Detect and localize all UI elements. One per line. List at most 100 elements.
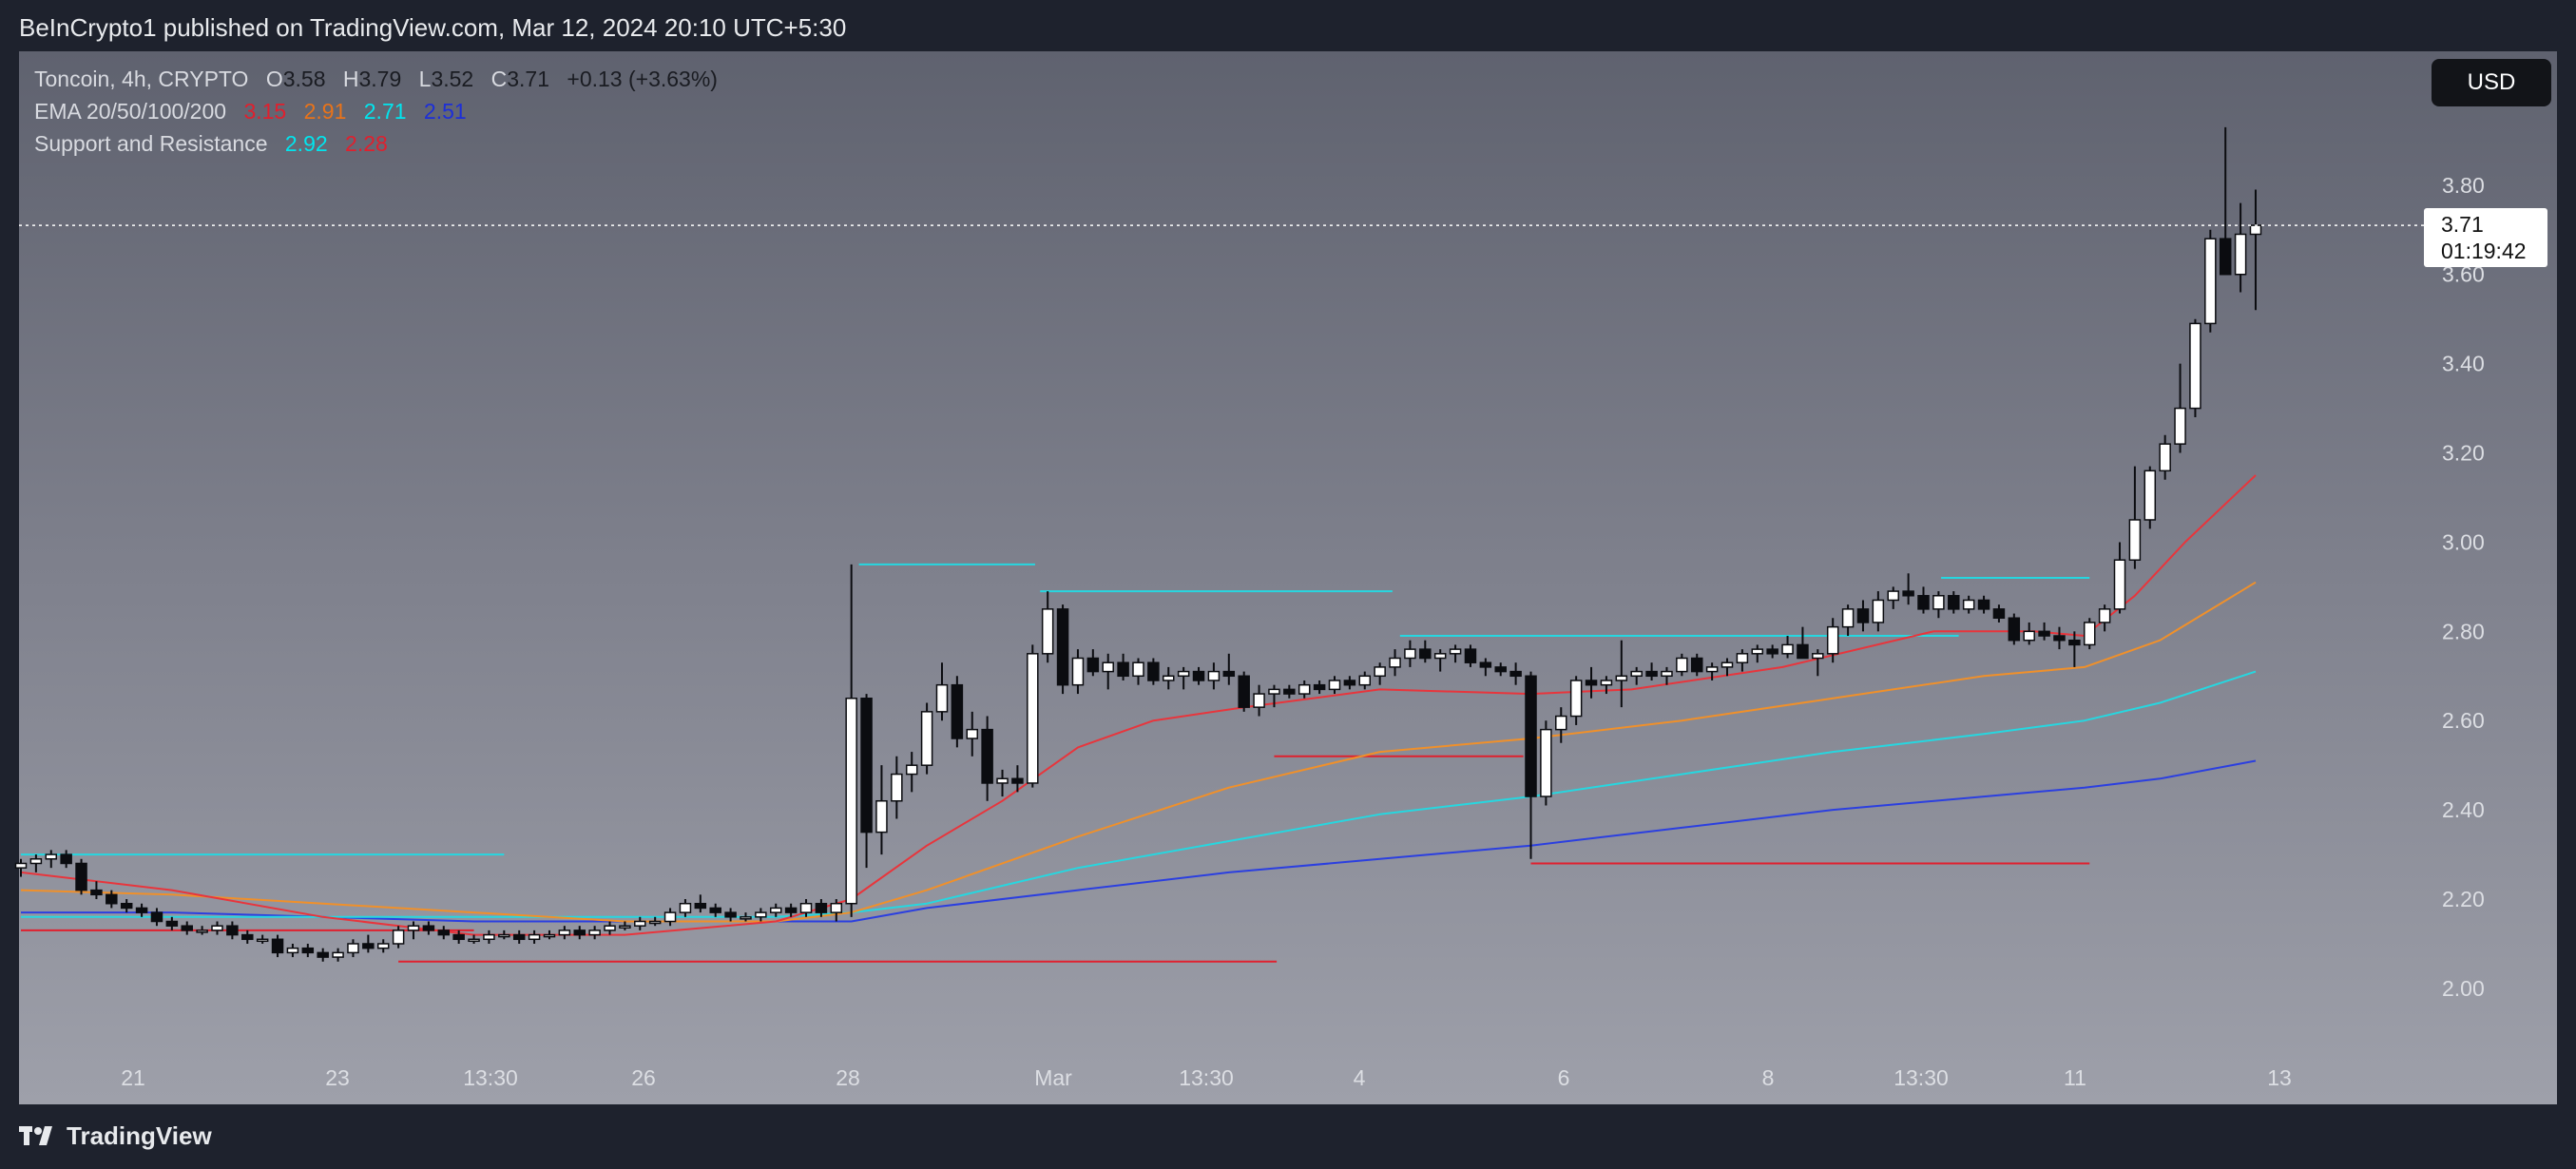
candle bbox=[1464, 644, 1477, 667]
candle bbox=[1540, 720, 1552, 806]
candle bbox=[1690, 653, 1703, 677]
candle-body bbox=[1102, 661, 1114, 673]
candle bbox=[1736, 649, 1749, 672]
candle-body bbox=[120, 902, 133, 910]
candle-body bbox=[1494, 666, 1507, 673]
candle bbox=[860, 694, 873, 869]
support-resistance-levels bbox=[21, 563, 2090, 963]
candle-body bbox=[14, 862, 28, 869]
candle-body bbox=[951, 683, 964, 739]
candle bbox=[1313, 680, 1326, 695]
candle bbox=[165, 916, 179, 930]
candle-body bbox=[1569, 680, 1583, 718]
candle-body bbox=[1902, 590, 1914, 597]
ema-label: EMA 20/50/100/200 bbox=[34, 99, 227, 124]
candle bbox=[694, 894, 707, 913]
open-value: 3.58 bbox=[282, 67, 326, 91]
candle-body bbox=[755, 911, 767, 918]
candle-body bbox=[740, 916, 752, 920]
candle-body bbox=[2204, 238, 2217, 325]
candle bbox=[634, 916, 646, 930]
candle bbox=[951, 676, 964, 748]
chart-plot-area[interactable] bbox=[19, 51, 2557, 1104]
candle bbox=[1192, 666, 1205, 685]
candle bbox=[196, 926, 208, 935]
x-tick-label: 23 bbox=[325, 1065, 350, 1090]
candle bbox=[1872, 591, 1885, 632]
open-label: O bbox=[265, 67, 283, 91]
candle-body bbox=[301, 947, 315, 954]
candle bbox=[468, 934, 480, 944]
candle-body bbox=[1283, 688, 1296, 695]
attribution-bar: BeInCrypto1 published on TradingView.com… bbox=[0, 0, 2576, 51]
candle bbox=[1887, 586, 1899, 609]
candle-body bbox=[1555, 715, 1567, 731]
candle-body bbox=[543, 933, 556, 938]
candle bbox=[1086, 649, 1100, 677]
candle bbox=[1177, 666, 1190, 690]
candle bbox=[528, 929, 541, 944]
candle-body bbox=[407, 925, 420, 931]
candle bbox=[815, 899, 828, 917]
candle bbox=[648, 916, 662, 927]
y-tick-label: 3.80 bbox=[2442, 173, 2485, 198]
candle bbox=[1705, 662, 1719, 680]
candle bbox=[211, 921, 223, 935]
candle-body bbox=[694, 902, 707, 910]
candle bbox=[452, 929, 465, 944]
candle-body bbox=[1404, 648, 1416, 660]
candle-body bbox=[1419, 648, 1432, 660]
candle-body bbox=[1887, 590, 1899, 602]
candle bbox=[1856, 600, 1870, 632]
candle bbox=[740, 912, 752, 922]
candle-body bbox=[860, 698, 873, 834]
candle-body bbox=[1977, 599, 1990, 610]
candle bbox=[966, 711, 979, 757]
y-tick-label: 2.60 bbox=[2442, 708, 2485, 733]
candle-body bbox=[1917, 595, 1930, 610]
candle bbox=[1117, 653, 1129, 680]
candle bbox=[1509, 662, 1522, 685]
candle-body bbox=[196, 929, 208, 933]
candle-body bbox=[1071, 657, 1085, 686]
candle bbox=[1268, 684, 1280, 708]
candle bbox=[1027, 644, 1039, 788]
candle bbox=[1841, 604, 1855, 637]
candle bbox=[845, 564, 857, 917]
x-tick-label: 13:30 bbox=[1179, 1065, 1234, 1090]
candle bbox=[905, 752, 918, 793]
x-tick-label: 8 bbox=[1762, 1065, 1775, 1090]
candle-body bbox=[528, 933, 541, 941]
candle bbox=[1389, 649, 1401, 677]
legend-sr-row[interactable]: Support and Resistance 2.92 2.28 bbox=[34, 131, 388, 157]
candle-body bbox=[2219, 238, 2232, 276]
candle-body bbox=[256, 938, 269, 943]
ema200-value: 2.51 bbox=[423, 99, 467, 124]
candle-body bbox=[512, 933, 526, 941]
candle bbox=[422, 921, 435, 935]
candle-body bbox=[1056, 608, 1069, 686]
candle bbox=[241, 929, 254, 944]
currency-button[interactable]: USD bbox=[2432, 59, 2551, 106]
x-tick-label: 21 bbox=[121, 1065, 145, 1090]
last-price-tag: 3.71 01:19:42 bbox=[2424, 208, 2547, 268]
candle bbox=[770, 903, 782, 917]
candle-body bbox=[1117, 661, 1129, 678]
candle-body bbox=[1328, 680, 1341, 691]
candle-body bbox=[815, 902, 828, 913]
candle-body bbox=[679, 902, 692, 913]
candle bbox=[226, 921, 239, 940]
candle-body bbox=[2249, 224, 2262, 236]
candle-body bbox=[709, 907, 721, 913]
legend-ema-row[interactable]: EMA 20/50/100/200 3.15 2.91 2.71 2.51 bbox=[34, 99, 467, 125]
tradingview-brand[interactable]: TradingView bbox=[19, 1121, 212, 1151]
candles bbox=[14, 126, 2262, 962]
candle bbox=[558, 926, 571, 940]
y-tick-label: 2.40 bbox=[2442, 797, 2485, 822]
ema-lines bbox=[20, 474, 2257, 936]
candle bbox=[150, 908, 163, 927]
candle-body bbox=[663, 911, 677, 923]
candle bbox=[1932, 591, 1945, 619]
candle bbox=[1992, 604, 2006, 623]
